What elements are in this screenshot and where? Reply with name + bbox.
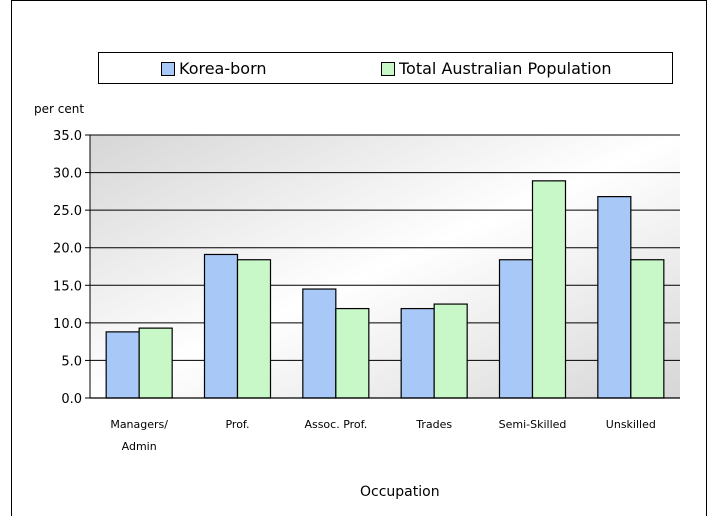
plot-area [90,135,680,398]
y-tick-label: 5.0 [61,354,82,369]
x-tick-label: Trades [415,418,452,431]
y-tick-label: 10.0 [53,317,82,332]
chart-frame [11,0,707,516]
legend-item-total-australian: Total Australian Population [381,59,612,78]
bar-total-australian [236,259,272,399]
bar-total-australian [433,303,468,399]
y-tick-label: 25.0 [53,204,82,219]
legend-swatch-korea-born [161,61,175,76]
legend-swatch-total-australian [381,61,395,76]
y-tick-label: 15.0 [53,279,82,294]
bar-total-australian [138,327,173,399]
bar-korea-born [203,253,239,399]
y-axis-label: per cent [34,102,85,116]
x-tick-label: Unskilled [606,418,656,431]
y-tick-label: 35.0 [53,129,82,144]
bar-korea-born [597,196,632,399]
x-tick-label: Semi-Skilled [499,418,567,431]
x-tick-label: Admin [122,440,157,453]
bar-korea-born [400,307,435,399]
legend-item-korea-born: Korea-born [161,59,267,78]
x-axis-label: Occupation [360,484,440,500]
legend: Korea-born Total Australian Population [98,52,673,84]
y-tick-label: 20.0 [53,242,82,257]
bar-total-australian [531,180,567,399]
bar-korea-born [105,331,140,399]
x-tick-label: Managers/ [110,418,168,431]
bar-korea-born [302,288,337,399]
x-tick-label: Assoc. Prof. [304,418,367,431]
bar-total-australian [335,307,370,399]
bar-total-australian [630,259,665,399]
x-tick-label: Prof. [225,418,249,431]
bar-korea-born [498,259,534,399]
y-tick-label: 0.0 [61,392,82,407]
legend-label-korea-born: Korea-born [179,59,267,78]
legend-label-total-australian: Total Australian Population [399,59,612,78]
y-tick-label: 30.0 [53,167,82,182]
